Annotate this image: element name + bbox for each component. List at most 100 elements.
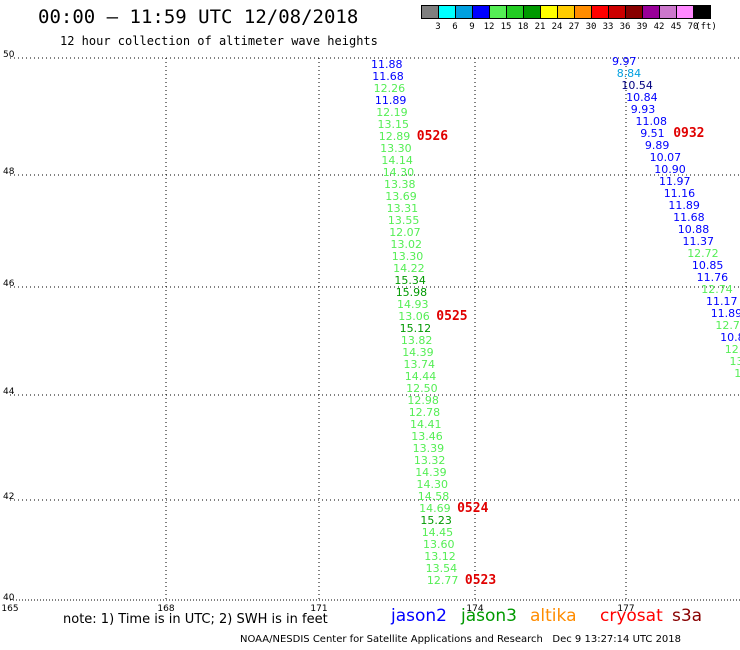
colorbar-label: 70 <box>687 22 699 32</box>
swh-value: 14.93 <box>397 298 429 311</box>
swh-value: 11.17 <box>706 295 738 308</box>
colorbar-label: 42 <box>653 22 665 32</box>
swh-value: 12.77 <box>427 574 459 587</box>
colorbar-label: 21 <box>534 22 546 32</box>
swh-value: 12.98 <box>407 394 439 407</box>
swh-value: 13.02 <box>391 238 423 251</box>
swh-value: 13.12 <box>424 550 456 563</box>
swh-value: 14.39 <box>402 346 434 359</box>
utc-time-label: 0932 <box>673 126 704 141</box>
credit-line: NOAA/NESDIS Center for Satellite Applica… <box>240 634 681 645</box>
map-grid <box>10 57 740 601</box>
swh-value: 12.50 <box>406 382 438 395</box>
swh-value: 9.97 <box>612 55 637 68</box>
swh-value: 13.55 <box>388 214 420 227</box>
swh-value: 13.54 <box>426 562 458 575</box>
swh-value: 1 <box>734 367 740 380</box>
legend-jason2: jason2 <box>391 606 447 626</box>
swh-value: 12.72 <box>687 247 719 260</box>
swh-value: 10.85 <box>692 259 724 272</box>
swh-value: 12.74 <box>701 283 733 296</box>
swh-value: 12.73 <box>715 319 740 332</box>
swh-value: 14.30 <box>417 478 449 491</box>
swh-value: 13.32 <box>414 454 446 467</box>
swh-value: 14.45 <box>422 526 454 539</box>
utc-time-label: 0523 <box>465 573 496 588</box>
colorbar-label: 18 <box>517 22 529 32</box>
colorbar-label: 3 <box>435 22 441 32</box>
colorbar-label: 30 <box>585 22 597 32</box>
swh-value: 13.60 <box>423 538 455 551</box>
swh-value: 13.82 <box>401 334 433 347</box>
swh-value: 12. <box>725 343 740 356</box>
swh-value: 12.19 <box>376 106 408 119</box>
map-axis-labels: 165 168 171 174 177 50 48 46 44 42 40 <box>1 50 634 614</box>
swh-value: 11.16 <box>664 187 696 200</box>
colorbar-label: 6 <box>452 22 458 32</box>
swh-value: 13 <box>730 355 740 368</box>
legend-cryosat: cryosat <box>600 606 663 626</box>
lon-tick-label: 171 <box>310 604 327 614</box>
swh-value: 10.84 <box>626 91 658 104</box>
altimeter-tracks: 11.8811.6812.2611.8912.1913.1512.8913.30… <box>371 55 740 588</box>
swh-value: 12.89 <box>379 130 411 143</box>
colorbar-label: 9 <box>469 22 475 32</box>
swh-value: 9.51 <box>640 127 665 140</box>
lat-tick-label: 46 <box>3 279 15 289</box>
swh-value: 14.69 <box>419 502 451 515</box>
swh-value: 13.39 <box>413 442 445 455</box>
timestamp-text: Dec 9 13:27:14 UTC 2018 <box>552 634 682 645</box>
lat-tick-label: 50 <box>3 50 15 60</box>
lat-tick-label: 42 <box>3 492 14 502</box>
swh-value: 12.07 <box>389 226 421 239</box>
legend-altika: altika <box>530 606 577 626</box>
utc-time-label: 0525 <box>436 309 467 324</box>
swh-value: 13.46 <box>411 430 443 443</box>
colorbar-label: 15 <box>500 22 512 32</box>
swh-value: 15.12 <box>400 322 432 335</box>
swh-value: 11.88 <box>371 58 403 71</box>
swh-value: 8.84 <box>617 67 642 80</box>
colorbar-label: 45 <box>670 22 682 32</box>
colorbar-label: 24 <box>551 22 563 32</box>
swh-value: 12.26 <box>374 82 406 95</box>
colorbar-unit: (ft) <box>695 22 717 32</box>
swh-value: 14.30 <box>383 166 415 179</box>
swh-value: 10.07 <box>650 151 682 164</box>
swh-value: 9.89 <box>645 139 670 152</box>
swh-value: 10.54 <box>621 79 653 92</box>
colorbar-label: 27 <box>568 22 580 32</box>
swh-value: 13.69 <box>385 190 417 203</box>
colorbar-label: 36 <box>619 22 631 32</box>
swh-value: 13.30 <box>380 142 412 155</box>
swh-value: 12.78 <box>409 406 441 419</box>
colorbar-label: 12 <box>483 22 495 32</box>
lat-tick-label: 44 <box>3 387 15 397</box>
swh-value: 11.89 <box>711 307 740 320</box>
units-note: note: 1) Time is in UTC; 2) SWH is in fe… <box>63 612 328 627</box>
swh-value: 11.37 <box>683 235 715 248</box>
swh-value: 11.97 <box>659 175 691 188</box>
swh-value: 10.8 <box>720 331 740 344</box>
swh-value: 15.98 <box>396 286 428 299</box>
lon-tick-label: 165 <box>1 604 18 614</box>
swh-value: 14.14 <box>381 154 413 167</box>
lat-tick-label: 48 <box>3 167 15 177</box>
swh-value: 14.39 <box>415 466 447 479</box>
swh-value: 11.76 <box>697 271 729 284</box>
swh-value: 10.88 <box>678 223 710 236</box>
lon-tick-label: 177 <box>617 604 634 614</box>
swh-value: 13.38 <box>384 178 416 191</box>
swh-value: 14.44 <box>405 370 437 383</box>
swh-value: 15.23 <box>420 514 452 527</box>
swh-value: 13.06 <box>398 310 430 323</box>
swh-value: 15.34 <box>394 274 426 287</box>
map-subtitle: 12 hour collection of altimeter wave hei… <box>60 34 378 48</box>
colorbar-label: 33 <box>602 22 614 32</box>
swh-value: 13.15 <box>378 118 410 131</box>
credit-text: NOAA/NESDIS Center for Satellite Applica… <box>240 634 543 645</box>
swh-value: 14.22 <box>393 262 425 275</box>
colorbar-swatch <box>693 5 711 19</box>
lon-tick-label: 174 <box>466 604 483 614</box>
swh-value: 13.74 <box>404 358 436 371</box>
